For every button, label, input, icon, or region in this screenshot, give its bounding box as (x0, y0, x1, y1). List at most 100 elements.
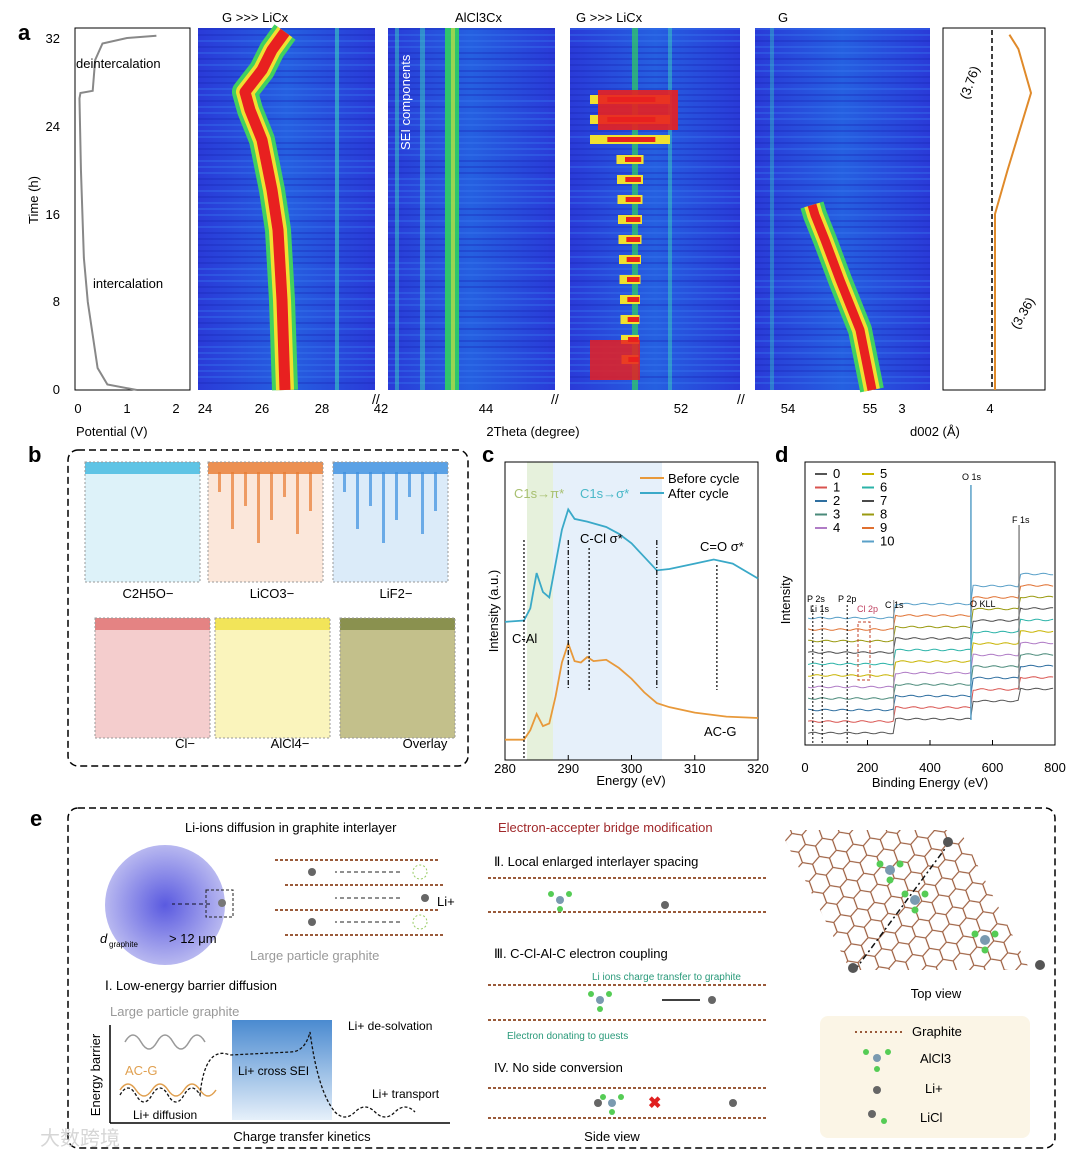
x-tick-label: 280 (494, 761, 516, 776)
cube-streak (434, 472, 437, 511)
heatmap-noise-line (388, 154, 555, 156)
licl-legend-icon (868, 1110, 887, 1124)
heatmap-noise-line (570, 34, 740, 36)
heatmap-noise-line (198, 106, 375, 108)
heatmap-noise-line (755, 124, 930, 126)
heatmap-noise-line (570, 382, 740, 384)
heatmap-noise-line (388, 358, 555, 360)
legend-label: 10 (880, 534, 894, 549)
legend-label: 6 (880, 480, 887, 495)
d002-annotation-low: (3.36) (1008, 295, 1038, 332)
cl-atom (991, 930, 999, 938)
x-tick-label: 320 (747, 761, 769, 776)
cl-atom (557, 906, 563, 912)
vacancy-icon (412, 864, 428, 880)
diffraction-peak-trace (239, 28, 291, 391)
heatmap-noise-line (388, 136, 555, 138)
al-atom (608, 1099, 616, 1107)
heatmap-noise-line (388, 298, 555, 300)
theta-tick: 52 (674, 401, 688, 416)
diffraction-segment (607, 137, 656, 142)
cube-streak (257, 472, 260, 543)
heatmap-noise-line (755, 340, 930, 342)
heatmap-title-1: G >>> LiCx (222, 10, 289, 25)
desolvation-label: Li+ de-solvation (348, 1019, 432, 1033)
cube-top (208, 462, 323, 474)
top-view-label: Top view (911, 986, 962, 1001)
cl-atom (876, 860, 884, 868)
heatmap-noise-line (755, 46, 930, 48)
heatmap-background (755, 28, 930, 390)
cl-atom (597, 1006, 603, 1012)
cl2p-highlight-box (857, 621, 871, 681)
step4-title: IV. No side conversion (494, 1060, 623, 1075)
heatmap-noise-line (570, 286, 740, 288)
d002-annotation-high: (3.76) (957, 64, 983, 101)
heatmap-noise-line (570, 232, 740, 234)
diffraction-stripe (770, 28, 774, 390)
heatmap-noise-line (388, 334, 555, 336)
acg-label: AC-G (125, 1063, 158, 1078)
potential-tick: 2 (172, 401, 179, 416)
heatmap-noise-line (755, 82, 930, 84)
diffraction-stripe (451, 28, 455, 390)
sample-label: AC-G (704, 724, 737, 739)
diffraction-block (598, 90, 678, 130)
tof-sims-cube (339, 617, 456, 739)
heatmap-noise-line (198, 190, 375, 192)
diffraction-segment (625, 197, 641, 202)
acg-barrier-curve (119, 1083, 217, 1097)
legend-label: 4 (833, 520, 840, 535)
heatmap-noise-line (198, 118, 375, 120)
xps-spectrum-5 (808, 630, 1054, 677)
heatmap-noise-line (755, 358, 930, 360)
watermark: 大数跨境 (40, 1127, 120, 1150)
heatmap-noise-line (198, 172, 375, 174)
heatmap-noise-line (570, 322, 740, 324)
cl-atom (921, 890, 929, 898)
graphite-top-view (780, 830, 1030, 970)
heatmap-noise-line (388, 112, 555, 114)
xps-spectrum-7 (808, 607, 1054, 654)
heatmap-noise-line (755, 208, 930, 210)
d002-tick: 4 (986, 401, 993, 416)
heatmap-noise-line (198, 196, 375, 198)
diffraction-block (590, 340, 640, 380)
heatmap-noise-line (198, 28, 375, 30)
heatmap-noise-line (755, 88, 930, 90)
tof-label: LiF2− (380, 586, 413, 601)
heatmap-noise-line (388, 382, 555, 384)
li-ion-icon (1035, 960, 1045, 970)
cube-body (85, 462, 200, 582)
legend-label: 7 (880, 493, 887, 508)
step3-title: Ⅲ. C-Cl-Al-C electron coupling (494, 946, 668, 961)
heatmap-noise-line (388, 40, 555, 42)
diffusion-label: Li+ diffusion (133, 1108, 197, 1122)
heatmap-noise-line (570, 256, 740, 258)
heatmap-noise-line (388, 208, 555, 210)
heatmap-noise-line (388, 226, 555, 228)
intercalation-label: intercalation (93, 276, 163, 291)
x-tick-label: 310 (684, 761, 706, 776)
heatmap-noise-line (570, 316, 740, 318)
xps-spectrum-8 (808, 595, 1054, 643)
sei-components-label: SEI components (398, 54, 413, 150)
cube-streak (421, 472, 424, 534)
al-atom (885, 865, 895, 875)
panel-b-frame (67, 449, 469, 767)
large-particle-label: Large particle graphite (250, 948, 379, 963)
legend-label: 0 (833, 466, 840, 481)
theta-tick: 26 (255, 401, 269, 416)
heatmap-noise-line (570, 340, 740, 342)
cube-edge (339, 617, 456, 739)
cl-atom (566, 891, 572, 897)
li-ion-icon (421, 894, 429, 902)
deintercalation-label: deintercalation (76, 56, 161, 71)
axis-break-icon: // (737, 391, 745, 407)
cl-atom (886, 876, 894, 884)
heatmap-noise-line (388, 46, 555, 48)
heatmap-noise-line (388, 244, 555, 246)
heatmap-noise-line (570, 76, 740, 78)
heatmap-noise-line (198, 82, 375, 84)
